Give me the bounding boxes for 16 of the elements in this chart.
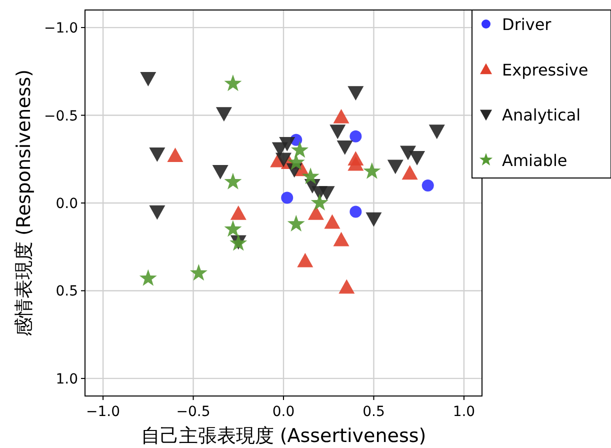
y-tick-label: 0.5 bbox=[56, 284, 78, 300]
y-axis-title: 感情表現度 (Responsiveness) bbox=[13, 69, 35, 337]
y-tick-label: −1.0 bbox=[44, 20, 78, 37]
x-tick-label: −1.0 bbox=[86, 404, 120, 420]
legend-label: Driver bbox=[502, 15, 552, 34]
x-tick-label: 1.0 bbox=[452, 404, 476, 420]
y-tick-label: 0.0 bbox=[56, 196, 78, 212]
x-tick-label: 0.0 bbox=[272, 404, 295, 420]
x-tick-label: −0.5 bbox=[176, 404, 210, 420]
legend-label: Analytical bbox=[502, 106, 581, 125]
x-axis-title: 自己主張表現度 (Assertiveness) bbox=[140, 425, 426, 447]
legend-label: Amiable bbox=[502, 150, 568, 170]
x-tick-label: 0.5 bbox=[362, 404, 385, 420]
legend-label: Expressive bbox=[502, 60, 588, 80]
y-tick-label: 1.0 bbox=[56, 371, 78, 388]
y-tick-label: −0.5 bbox=[44, 108, 78, 124]
